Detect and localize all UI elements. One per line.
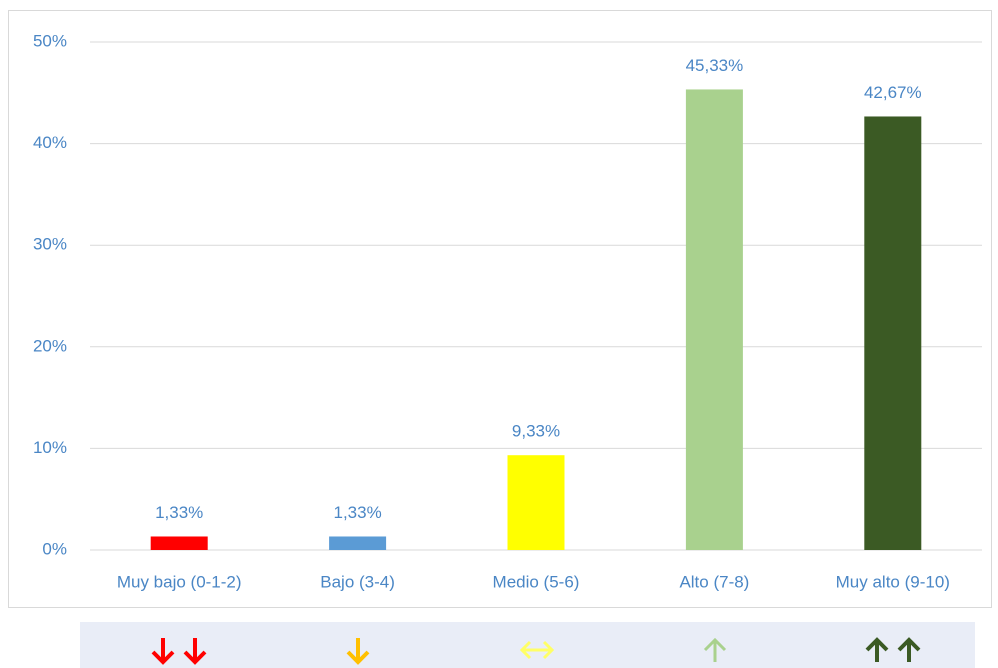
y-tick-label: 50% [33, 31, 67, 50]
y-tick-label: 0% [42, 539, 67, 558]
chart-frame [8, 10, 992, 608]
arrow-down-double [151, 638, 207, 665]
x-tick-label: Medio (5-6) [493, 572, 580, 591]
arrow-up [703, 637, 727, 662]
x-tick-label: Bajo (3-4) [320, 572, 395, 591]
x-tick-label: Muy bajo (0-1-2) [117, 572, 242, 591]
value-label: 45,33% [686, 56, 744, 75]
y-tick-label: 20% [33, 336, 67, 355]
bar [685, 89, 743, 550]
arrow-strip [80, 622, 975, 668]
x-tick-label: Alto (7-8) [679, 572, 749, 591]
bar [150, 536, 208, 550]
value-label: 1,33% [333, 503, 381, 522]
value-label: 42,67% [864, 83, 922, 102]
bar [507, 455, 565, 550]
y-tick-label: 40% [33, 133, 67, 152]
bar [864, 116, 922, 550]
value-label: 9,33% [512, 422, 560, 441]
arrow-down [346, 638, 370, 665]
bar [329, 536, 387, 550]
x-tick-label: Muy alto (9-10) [836, 572, 950, 591]
value-label: 1,33% [155, 503, 203, 522]
y-tick-label: 30% [33, 235, 67, 254]
y-tick-label: 10% [33, 438, 67, 457]
arrow-up-double [865, 637, 921, 662]
arrow-left-right [519, 640, 555, 660]
